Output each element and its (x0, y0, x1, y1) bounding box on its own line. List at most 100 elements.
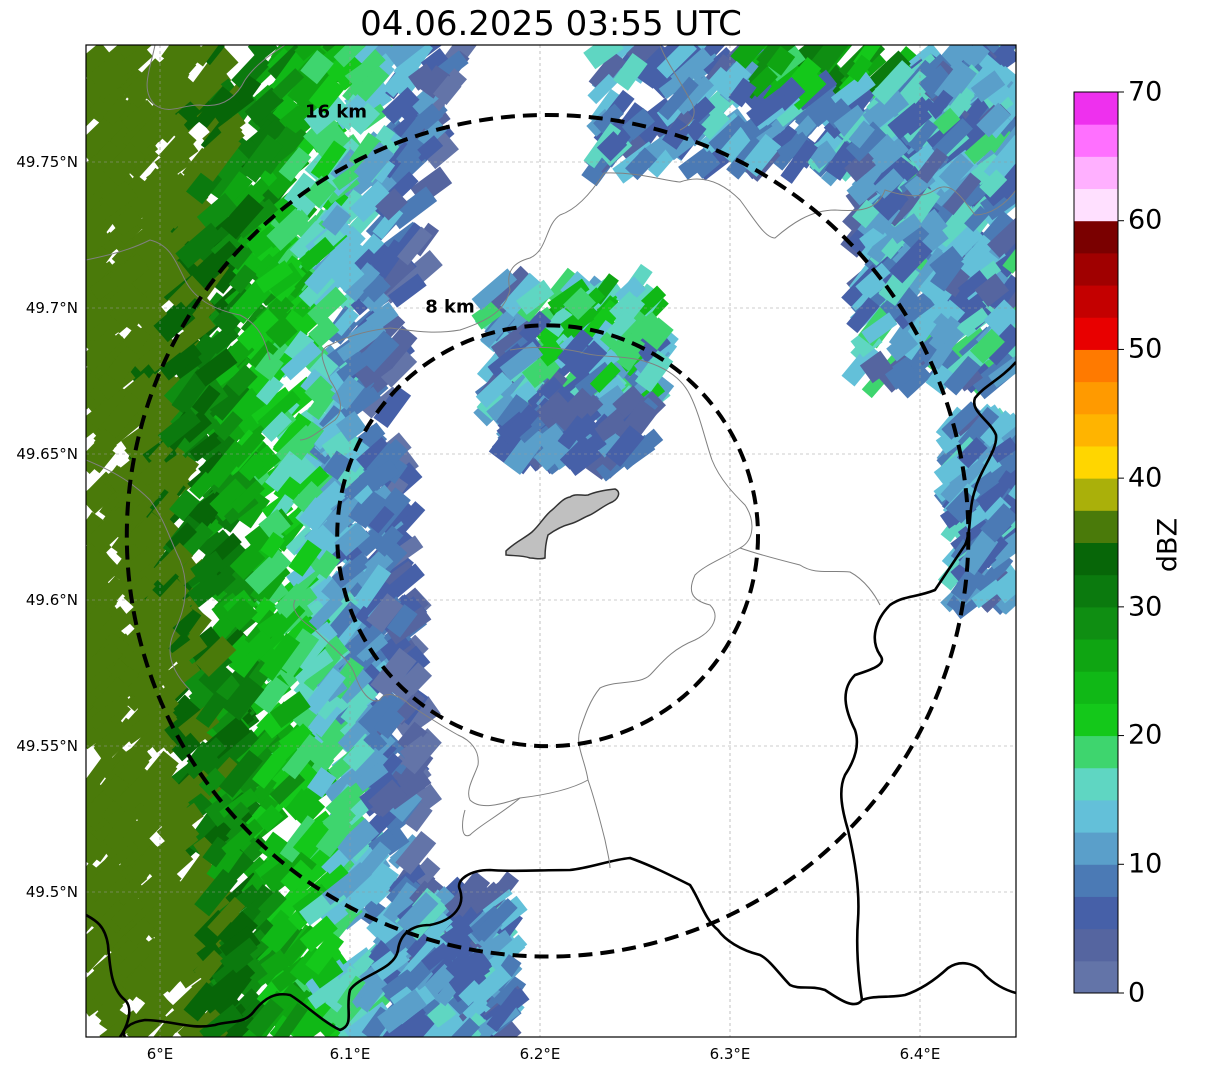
reflectivity-cell (363, 459, 401, 493)
reflectivity-cell (618, 133, 651, 166)
lat-tick-label: 49.65°N (16, 445, 78, 463)
colorbar-tick-label: 20 (1128, 719, 1163, 751)
lat-tick-label: 49.5°N (25, 883, 78, 901)
range-ring (335, 323, 760, 749)
reflectivity-cell (382, 881, 424, 927)
reflectivity-cell (198, 767, 227, 797)
reflectivity-cell (123, 964, 157, 1000)
reflectivity-cell (503, 404, 540, 443)
reflectivity-cell (358, 897, 389, 929)
reflectivity-cell (594, 412, 628, 442)
reflectivity-cell (342, 738, 375, 772)
reflectivity-cell (258, 509, 291, 542)
reflectivity-cell (401, 732, 441, 775)
reflectivity-cell (929, 245, 964, 279)
reflectivity-cell (274, 583, 310, 619)
reflectivity-cell (255, 260, 294, 294)
reflectivity-cell (335, 411, 368, 442)
colorbar-segment (1074, 156, 1118, 190)
reflectivity-cell (844, 147, 880, 183)
reflectivity-cell (111, 894, 146, 930)
colorbar-segment (1074, 124, 1118, 157)
reflectivity-cell (162, 45, 202, 86)
reflectivity-cell (307, 386, 337, 420)
reflectivity-cell (354, 564, 392, 608)
lat-tick-label: 49.6°N (25, 591, 78, 609)
reflectivity-cell (255, 804, 284, 833)
reflectivity-cell (889, 238, 933, 284)
reflectivity-cell (299, 915, 338, 953)
reflectivity-cell (883, 357, 918, 390)
reflectivity-cell (986, 81, 1013, 108)
reflectivity-cell (373, 525, 404, 557)
reflectivity-cell (950, 565, 985, 604)
reflectivity-cell (155, 910, 192, 944)
reflectivity-cell (260, 914, 299, 954)
reflectivity-cell (395, 830, 437, 875)
reflectivity-cell (980, 176, 1016, 221)
reflectivity-cell (746, 88, 790, 128)
reflectivity-cell (491, 934, 528, 968)
colorbar-segment (1074, 381, 1118, 415)
reflectivity-cell (95, 972, 121, 997)
reflectivity-cell (246, 630, 276, 660)
reflectivity-cell (86, 862, 123, 907)
reflectivity-cell (713, 60, 752, 101)
reflectivity-cell (855, 262, 891, 297)
reflectivity-cell (207, 324, 240, 355)
range-ring (124, 112, 971, 959)
reflectivity-cell (228, 264, 257, 294)
reflectivity-cell (292, 481, 327, 517)
reflectivity-cell (311, 124, 351, 162)
reflectivity-cell (191, 384, 221, 416)
colorbar-segment (1074, 606, 1118, 640)
colorbar-segment (1074, 285, 1118, 318)
reflectivity-cell (122, 708, 165, 745)
reflectivity-cell (833, 104, 870, 139)
reflectivity-cell (169, 45, 202, 64)
reflectivity-cell (141, 625, 181, 666)
reflectivity-cell (534, 391, 573, 430)
reflectivity-cell (100, 391, 145, 439)
colorbar-tick-label: 10 (1128, 848, 1163, 880)
reflectivity-cell (92, 676, 132, 718)
reflectivity-cell (397, 226, 433, 266)
reflectivity-cell (486, 987, 526, 1033)
reflectivity-cell (86, 832, 104, 865)
reflectivity-cell (308, 727, 351, 772)
reflectivity-cell (521, 357, 554, 389)
reflectivity-cell (873, 168, 905, 199)
reflectivity-cell (178, 410, 212, 443)
reflectivity-cell (547, 278, 590, 314)
colorbar-tick-label: 60 (1128, 204, 1163, 236)
commune-boundary (293, 599, 589, 807)
reflectivity-cell (304, 248, 348, 295)
reflectivity-cell (288, 539, 322, 577)
reflectivity-cell (86, 255, 112, 288)
reflectivity-cell (111, 237, 140, 267)
reflectivity-cell (171, 802, 204, 833)
reflectivity-cell (86, 45, 114, 80)
reflectivity-cell (257, 889, 287, 919)
reflectivity-cell (306, 767, 337, 798)
reflectivity-cell (158, 128, 197, 168)
reflectivity-cell (266, 208, 310, 251)
commune-boundary (462, 797, 521, 837)
reflectivity-cell (354, 580, 399, 629)
reflectivity-cell (688, 96, 716, 124)
lon-tick-label: 6.4°E (899, 1045, 941, 1063)
reflectivity-cell (190, 550, 227, 585)
reflectivity-cell (105, 345, 141, 384)
reflectivity-cell (173, 196, 212, 232)
country-borders (86, 361, 1016, 1037)
reflectivity-cell (280, 859, 314, 894)
reflectivity-cell (244, 548, 292, 595)
reflectivity-cell (145, 332, 192, 373)
reflectivity-cell (280, 340, 323, 381)
reflectivity-cell (86, 555, 122, 601)
reflectivity-cell (488, 265, 536, 314)
reflectivity-cell (335, 818, 380, 862)
lon-tick-label: 6.2°E (519, 1045, 561, 1063)
colorbar-segment (1074, 188, 1118, 222)
reflectivity-cell (421, 132, 459, 170)
